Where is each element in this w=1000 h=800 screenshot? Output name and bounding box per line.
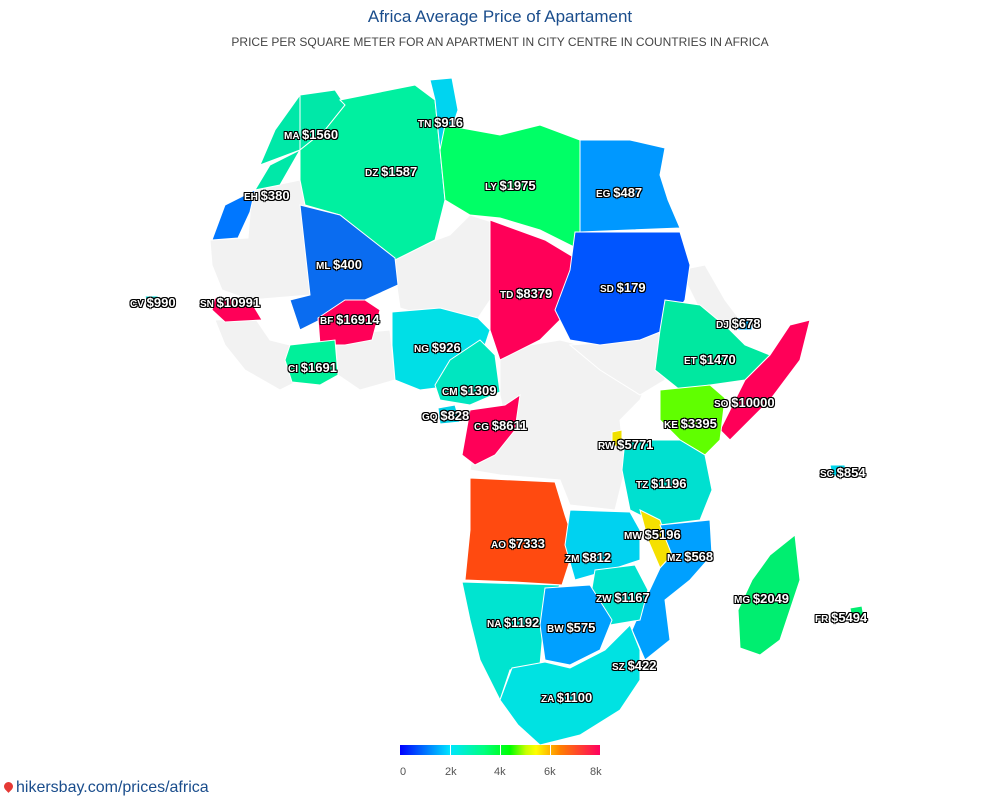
country-cm[interactable] xyxy=(434,339,501,406)
legend-tick-mark xyxy=(450,745,451,755)
legend-tick-mark xyxy=(550,745,551,755)
country-shapes xyxy=(144,77,865,746)
country-eh[interactable] xyxy=(211,189,256,241)
country-cg[interactable] xyxy=(461,393,521,466)
legend-tick-label: 8k xyxy=(590,766,602,778)
country-ke[interactable] xyxy=(659,384,726,456)
legend-tick-label: 2k xyxy=(445,766,457,778)
country-sd[interactable] xyxy=(554,231,691,346)
country-cv[interactable] xyxy=(144,295,161,307)
country-sc[interactable] xyxy=(829,464,847,477)
legend-tick-mark xyxy=(500,745,501,755)
legend-tick-label: 6k xyxy=(544,766,556,778)
country-mz[interactable] xyxy=(631,519,713,661)
legend-tick-label: 4k xyxy=(494,766,506,778)
country-ma[interactable] xyxy=(253,89,346,191)
country-ci[interactable] xyxy=(284,339,339,386)
region-no-data xyxy=(394,214,493,331)
source-link[interactable]: hikersbay.com/prices/africa xyxy=(2,779,209,797)
country-ao[interactable] xyxy=(464,477,576,586)
map-subtitle: Price per square meter for an apartment … xyxy=(231,35,769,49)
region-no-data xyxy=(209,179,311,301)
country-gq[interactable] xyxy=(437,404,461,425)
country-bw[interactable] xyxy=(539,584,613,666)
country-zm[interactable] xyxy=(564,509,641,581)
country-rw[interactable] xyxy=(611,429,623,447)
country-ly[interactable] xyxy=(439,124,581,251)
country-dj[interactable] xyxy=(737,317,753,331)
country-so[interactable] xyxy=(719,319,811,441)
map-title: Africa Average Price of Apartament xyxy=(367,7,633,26)
country-tz[interactable] xyxy=(621,439,713,526)
country-mg[interactable] xyxy=(737,534,801,656)
source-link-text[interactable]: hikersbay.com/prices/africa xyxy=(16,779,209,796)
country-td[interactable] xyxy=(489,219,576,361)
country-fr[interactable] xyxy=(849,605,865,621)
location-pin-icon xyxy=(2,780,15,793)
country-eg[interactable] xyxy=(579,139,681,233)
legend-tick-label: 0 xyxy=(400,766,407,778)
country-sn[interactable] xyxy=(211,297,263,323)
